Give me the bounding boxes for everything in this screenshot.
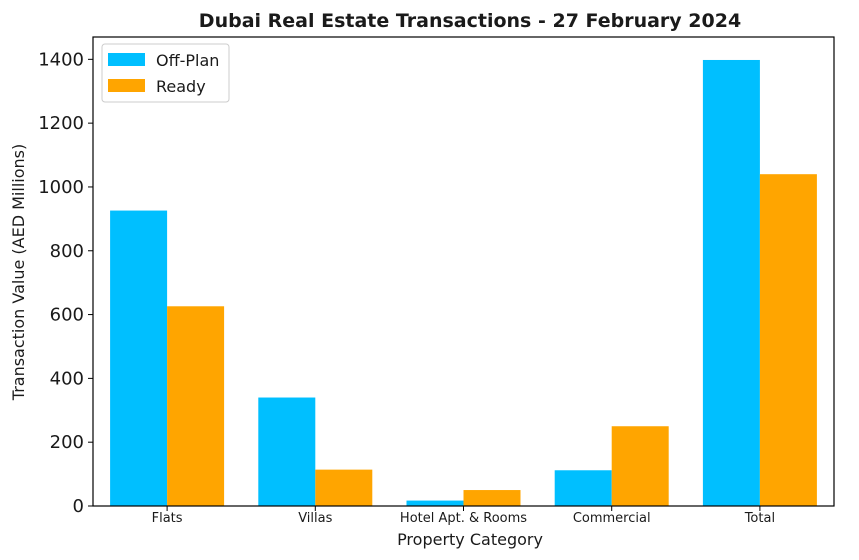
bar-off-plan-villas	[258, 397, 316, 506]
x-axis-label: Property Category	[397, 530, 543, 549]
bar-ready-commercial	[611, 426, 669, 506]
x-tick-label: Commercial	[573, 511, 651, 526]
y-axis-label: Transaction Value (AED Millions)	[9, 144, 28, 401]
bar-off-plan-total	[702, 59, 760, 506]
y-tick-label: 1200	[38, 113, 84, 134]
x-tick-label: Total	[744, 511, 775, 526]
bar-ready-hotel-apt-rooms	[463, 490, 521, 506]
y-tick-label: 0	[73, 496, 84, 517]
bar-ready-total	[759, 174, 817, 506]
x-axis-ticks: Flats Villas Hotel Apt. & Rooms Commercial T…	[152, 506, 775, 526]
bar-off-plan-hotel-apt-rooms	[406, 500, 464, 506]
x-tick-label: Hotel Apt. & Rooms	[400, 511, 527, 526]
plot-frame	[92, 36, 835, 507]
y-axis-ticks: 0 200 400 600 800 1000 1200 1400	[38, 49, 93, 517]
y-tick-label: 1400	[38, 49, 84, 70]
x-tick-label: Villas	[298, 511, 332, 526]
y-tick-label: 400	[50, 368, 84, 389]
bar-off-plan-commercial	[554, 470, 612, 506]
bars	[110, 59, 817, 507]
legend: Off-Plan Ready	[101, 43, 230, 103]
y-tick-label: 600	[50, 305, 84, 326]
x-tick-label: Flats	[152, 511, 183, 526]
bar-ready-villas	[315, 469, 373, 506]
bar-ready-flats	[167, 306, 225, 506]
chart-title: Dubai Real Estate Transactions - 27 Febr…	[199, 10, 741, 32]
bar-off-plan-flats	[110, 210, 168, 507]
legend-label-off-plan: Off-Plan	[156, 51, 219, 70]
y-tick-label: 1000	[38, 177, 84, 198]
legend-label-ready: Ready	[156, 77, 206, 96]
y-tick-label: 800	[50, 241, 84, 262]
y-tick-label: 200	[50, 432, 84, 453]
legend-swatch-ready	[108, 79, 145, 92]
legend-swatch-off-plan	[108, 53, 145, 66]
